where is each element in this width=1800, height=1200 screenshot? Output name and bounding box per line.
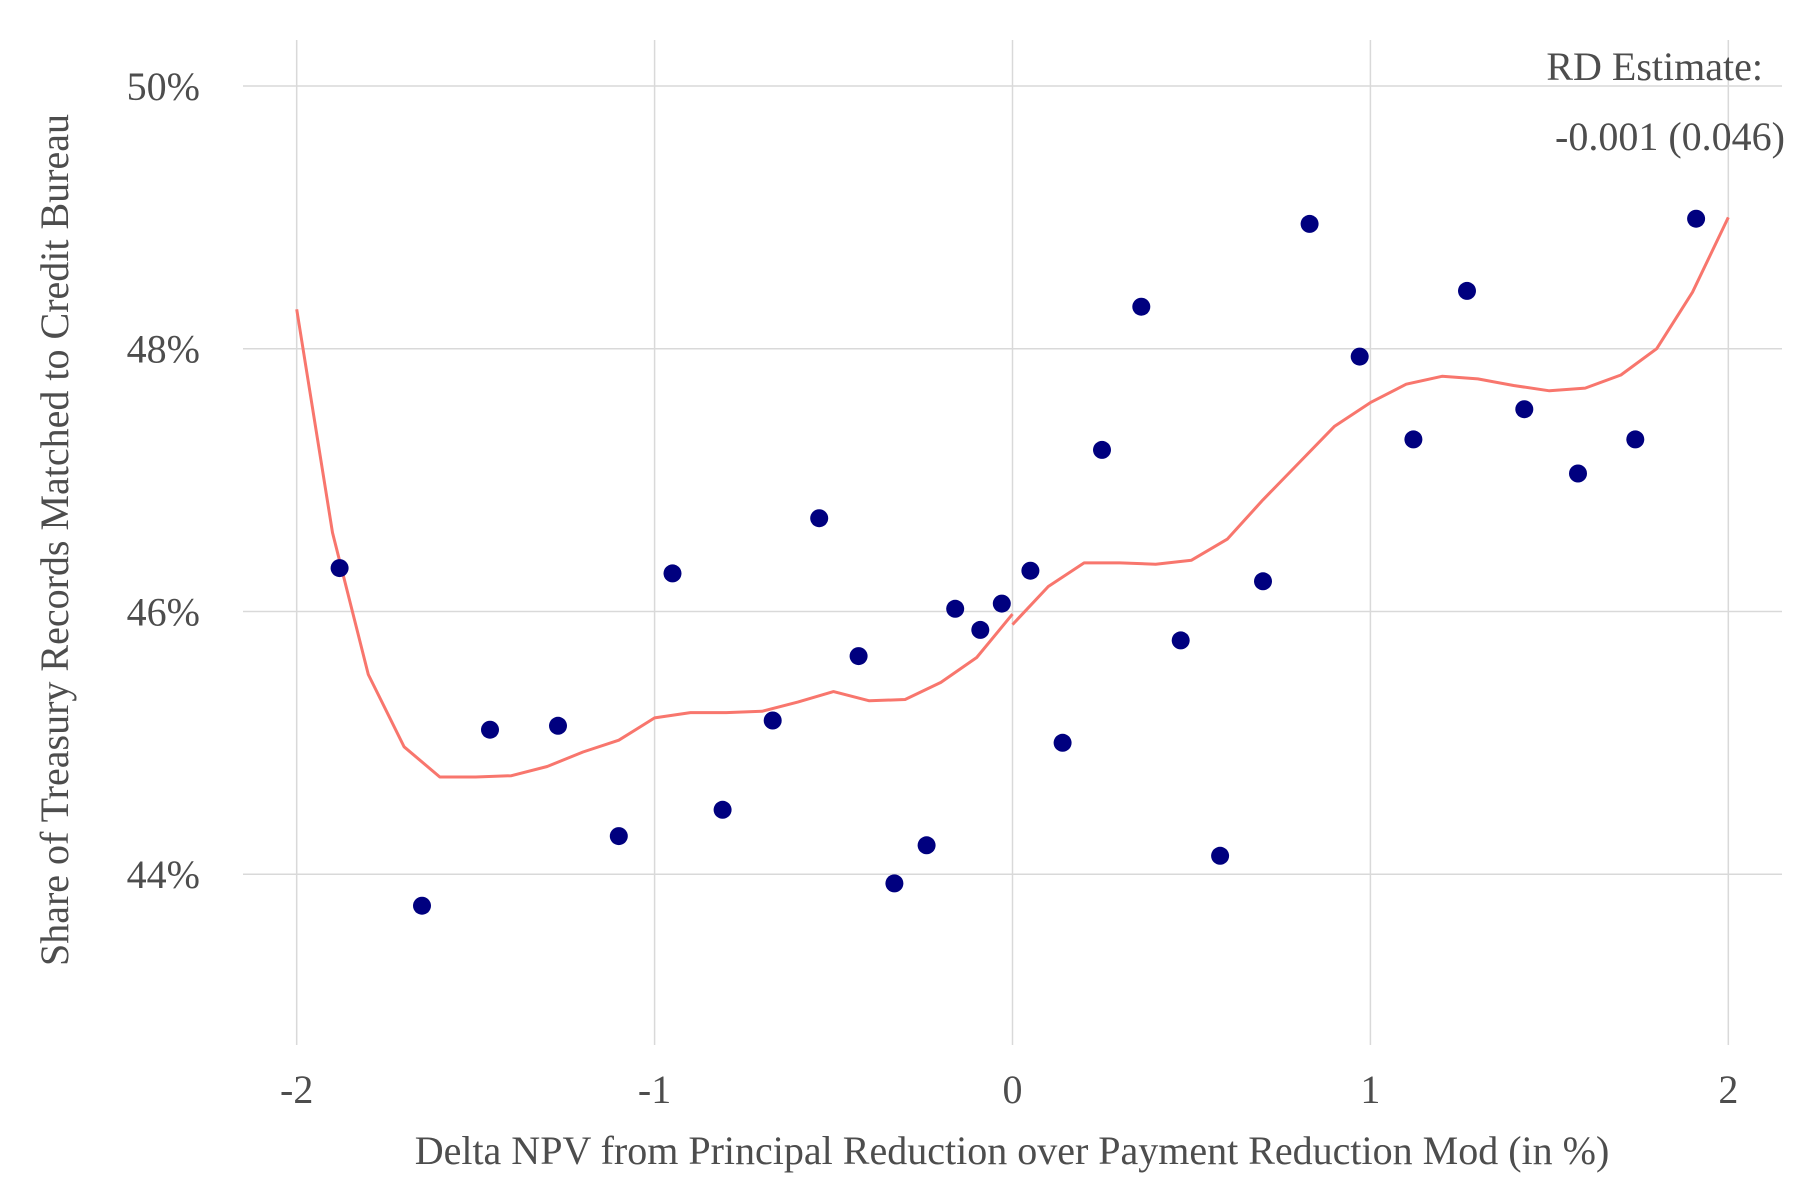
scatter-point [1053, 733, 1072, 752]
scatter-point [481, 720, 499, 739]
gridlines [243, 40, 1782, 1045]
x-axis-title: Delta NPV from Principal Reduction over … [415, 1128, 1610, 1173]
fit-lines [295, 216, 1730, 779]
scatter-point [1515, 400, 1534, 419]
scatter-point [992, 594, 1011, 613]
scatter-point [1021, 561, 1040, 580]
scatter-point [1350, 347, 1369, 366]
y-tick-label: 48% [127, 327, 200, 372]
scatter-point [810, 509, 829, 528]
scatter-point [946, 599, 965, 618]
scatter-point [971, 620, 990, 639]
y-tick-label: 46% [127, 589, 200, 634]
scatter-point [549, 716, 567, 735]
scatter-point [917, 836, 936, 855]
tick-labels: -2 -1 0 1 2 44% 46% 48% 50% [127, 64, 1739, 1112]
scatter-point [1300, 214, 1319, 233]
scatter-point [1404, 430, 1423, 449]
scatter-point [1171, 631, 1190, 650]
scatter-point [609, 827, 628, 846]
scatter-point [1626, 430, 1645, 449]
scatter-point [413, 896, 431, 915]
x-tick-label: 1 [1360, 1067, 1380, 1112]
x-tick-label: 0 [1003, 1067, 1023, 1112]
scatter-point [1254, 572, 1272, 591]
x-tick-label: -2 [280, 1067, 313, 1112]
scatter-point [1211, 846, 1230, 865]
y-axis-title: Share of Treasury Records Matched to Cre… [32, 114, 77, 966]
y-tick-label: 44% [127, 852, 200, 897]
scatter-point [885, 874, 904, 893]
scatter-points [330, 209, 1706, 915]
x-tick-label: 2 [1718, 1067, 1738, 1112]
scatter-point [713, 800, 732, 819]
fit-line-left [295, 309, 1014, 779]
scatter-point [849, 647, 868, 666]
scatter-point [1569, 464, 1587, 483]
y-tick-label: 50% [127, 64, 200, 109]
scatter-point [1132, 297, 1151, 316]
rd-estimate-value: -0.001 (0.046) [1555, 114, 1785, 159]
scatter-point [1687, 209, 1706, 228]
scatter-point [1458, 281, 1476, 300]
scatter-point [330, 559, 349, 578]
x-tick-label: -1 [638, 1067, 671, 1112]
scatter-point [1093, 440, 1111, 459]
rd-estimate-label: RD Estimate: [1546, 44, 1763, 89]
fit-line-right [1011, 216, 1730, 626]
scatter-point [663, 564, 682, 583]
scatter-point [763, 711, 782, 730]
